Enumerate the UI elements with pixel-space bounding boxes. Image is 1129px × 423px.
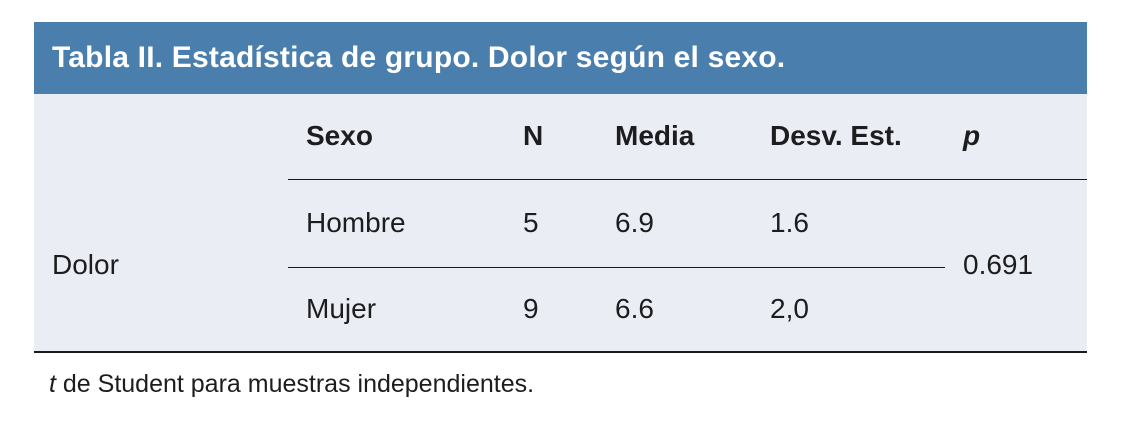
cell-desv-mujer: 2,0 <box>770 293 809 325</box>
column-header-media: Media <box>597 94 752 180</box>
cell-p-value: 0.691 <box>963 249 1034 281</box>
cell-media-mujer: 6.6 <box>615 293 654 325</box>
cell-media-hombre: 6.9 <box>597 179 752 268</box>
header-row: Sexo N Media Desv. Est. p <box>34 94 1087 180</box>
statistics-table: Sexo N Media Desv. Est. p Dolor Hombre 5… <box>34 94 1087 351</box>
cell-n-hombre: 5 <box>505 179 597 268</box>
column-header-p: p <box>945 94 1087 180</box>
table-body: Sexo N Media Desv. Est. p Dolor Hombre 5… <box>34 94 1087 353</box>
cell-n-mujer: 9 <box>523 293 539 325</box>
column-header-n: N <box>505 94 597 180</box>
row-group-label-dolor: Dolor <box>52 249 119 280</box>
table-row-hombre: Dolor Hombre 5 6.9 1.6 0.691 <box>34 179 1087 280</box>
table-card: Tabla II. Estadística de grupo. Dolor se… <box>34 22 1087 399</box>
footnote: t de Student para muestras independiente… <box>34 370 1087 399</box>
table-row-mujer: Mujer 9 6.6 2,0 <box>34 267 1087 351</box>
corner-cell <box>34 94 288 179</box>
cell-sexo-hombre: Hombre <box>288 179 505 268</box>
table-title: Tabla II. Estadística de grupo. Dolor se… <box>52 41 786 74</box>
table-title-bar: Tabla II. Estadística de grupo. Dolor se… <box>34 22 1087 94</box>
cell-sexo-mujer: Mujer <box>306 293 377 325</box>
footnote-italic-t: t <box>49 370 56 398</box>
column-header-desv-est: Desv. Est. <box>752 94 945 180</box>
footnote-text: de Student para muestras independientes. <box>55 370 535 398</box>
cell-desv-hombre: 1.6 <box>752 179 945 268</box>
column-header-sexo: Sexo <box>288 94 505 180</box>
